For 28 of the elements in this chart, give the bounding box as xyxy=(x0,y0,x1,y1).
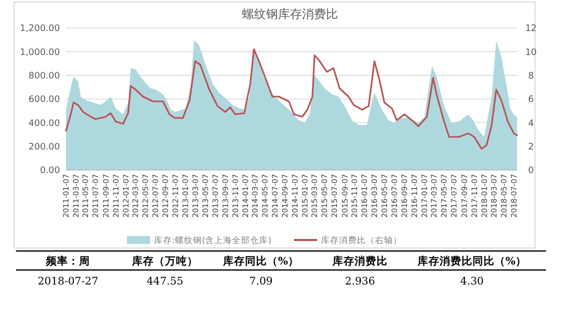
text: 7.09 xyxy=(249,276,273,288)
text: 447.55 xyxy=(146,276,184,288)
y2-tick-label: 8 xyxy=(528,71,534,82)
text: 4.30 xyxy=(460,276,484,288)
y-tick-label: 800.00 xyxy=(28,71,60,82)
text: 库存消费比同比（%） xyxy=(416,254,526,268)
text: 库存消费比 xyxy=(332,254,388,268)
chart-title: 螺纹钢库存消费比 xyxy=(242,7,338,21)
y-tick-label: 400.00 xyxy=(28,118,60,129)
text: 库存（万吨） xyxy=(131,254,198,268)
y2-tick-label: 12 xyxy=(525,24,537,34)
text: 库存同比（%） xyxy=(222,254,299,268)
y-tick-label: 1,200.00 xyxy=(20,24,60,34)
y2-tick-label: 10 xyxy=(525,48,537,58)
y-tick-label: 200.00 xyxy=(28,142,60,152)
y-tick-label: 0.00 xyxy=(40,166,60,176)
y2-tick-label: 0 xyxy=(528,166,534,176)
legend-label: 库存消费比（右轴） xyxy=(321,234,402,246)
y2-tick-label: 6 xyxy=(528,95,534,106)
y-tick-label: 1,000.00 xyxy=(20,48,60,58)
text: 2018-07-27 xyxy=(38,276,98,288)
legend-label: 库存:螺纹钢(含上海全部仓库) xyxy=(154,234,272,246)
y2-tick-label: 2 xyxy=(528,142,534,152)
line-series xyxy=(65,48,518,150)
y-tick-label: 600.00 xyxy=(28,95,60,106)
y2-tick-label: 4 xyxy=(528,118,534,129)
text: 频率：周 xyxy=(45,254,90,268)
text: 2.936 xyxy=(344,276,376,288)
